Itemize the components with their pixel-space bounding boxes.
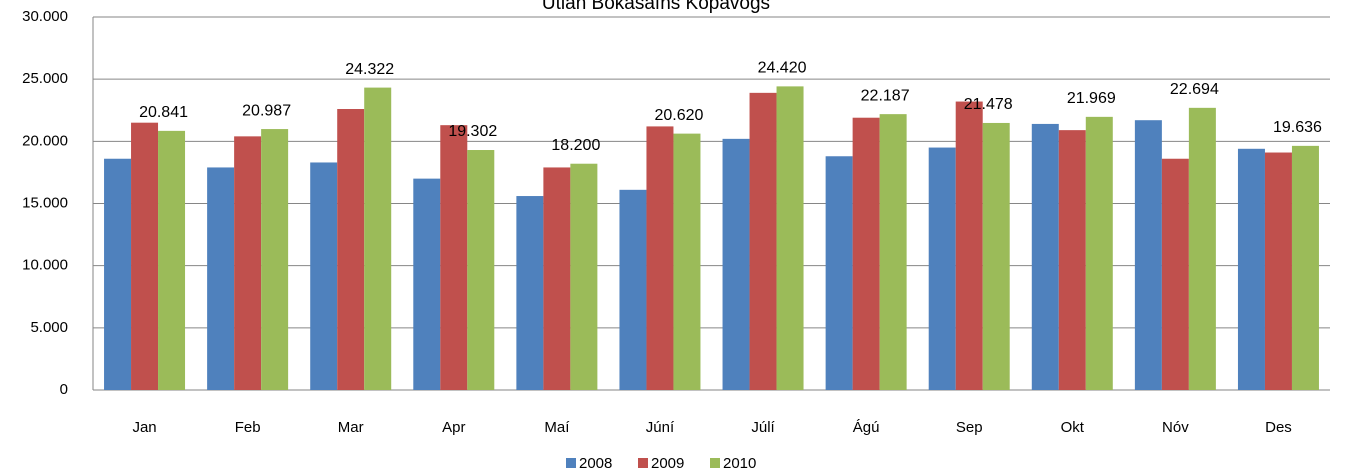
bar <box>1058 130 1086 391</box>
bar <box>619 189 647 390</box>
bar <box>310 162 338 390</box>
bar <box>1085 116 1113 390</box>
chart-title: Útlán Bókasafns Kópavogs <box>542 0 770 14</box>
bar <box>1237 148 1265 390</box>
x-tick-label: Maí <box>544 419 570 436</box>
data-label: 19.636 <box>1273 119 1322 136</box>
x-tick-label: Apr <box>442 419 465 436</box>
legend-swatch <box>566 458 576 468</box>
bar <box>516 196 544 390</box>
bar <box>879 114 907 390</box>
bar <box>570 163 598 390</box>
data-label: 21.478 <box>964 96 1013 113</box>
data-label: 19.302 <box>448 123 497 140</box>
bar <box>1031 123 1059 390</box>
legend-label: 2010 <box>723 455 756 472</box>
data-label: 22.694 <box>1170 81 1219 98</box>
bar <box>543 167 571 390</box>
bar <box>1188 107 1216 390</box>
data-label: 20.841 <box>139 104 188 121</box>
bar <box>131 122 159 390</box>
bar <box>982 122 1010 391</box>
data-label: 20.620 <box>654 107 703 124</box>
x-tick-label: Des <box>1265 419 1292 436</box>
legend-swatch <box>710 458 720 468</box>
x-tick-label: Júní <box>646 419 675 436</box>
data-label: 22.187 <box>861 87 910 104</box>
x-tick-label: Nóv <box>1162 419 1189 436</box>
x-tick-label: Ágú <box>853 419 880 436</box>
bar <box>825 156 853 390</box>
bar <box>234 136 262 390</box>
y-tick-label: 30.000 <box>22 8 68 25</box>
bar <box>337 109 365 391</box>
y-tick-label: 5.000 <box>30 319 68 336</box>
bar <box>467 150 495 390</box>
bar <box>1291 145 1319 390</box>
legend-label: 2009 <box>651 455 684 472</box>
bar <box>1161 158 1189 390</box>
x-tick-label: Sep <box>956 419 983 436</box>
bar <box>776 86 804 391</box>
bar <box>722 138 750 390</box>
bar <box>104 158 132 390</box>
bar <box>1134 120 1162 391</box>
bar <box>364 87 392 390</box>
y-tick-label: 15.000 <box>22 194 68 211</box>
y-tick-label: 10.000 <box>22 257 68 274</box>
x-tick-label: Júlí <box>751 419 775 436</box>
y-tick-label: 20.000 <box>22 132 68 149</box>
bar <box>673 133 701 390</box>
bar <box>955 101 983 391</box>
bar <box>646 126 674 390</box>
bar <box>158 130 186 391</box>
bar <box>440 125 468 391</box>
x-tick-label: Jan <box>132 419 156 436</box>
bar <box>852 117 880 391</box>
x-tick-label: Okt <box>1061 419 1085 436</box>
x-tick-label: Mar <box>338 419 364 436</box>
bar <box>1264 152 1292 390</box>
bar <box>413 178 441 390</box>
data-label: 21.969 <box>1067 90 1116 107</box>
data-label: 24.322 <box>345 61 394 78</box>
data-label: 24.420 <box>758 60 807 77</box>
bar <box>749 92 777 391</box>
bar <box>261 129 289 390</box>
bar <box>207 167 235 390</box>
y-tick-label: 0 <box>60 381 68 398</box>
bar <box>928 147 956 390</box>
x-tick-label: Feb <box>235 419 261 436</box>
legend-label: 2008 <box>579 455 612 472</box>
y-tick-label: 25.000 <box>22 70 68 87</box>
legend-swatch <box>638 458 648 468</box>
data-label: 18.200 <box>551 137 600 154</box>
data-label: 20.987 <box>242 102 291 119</box>
